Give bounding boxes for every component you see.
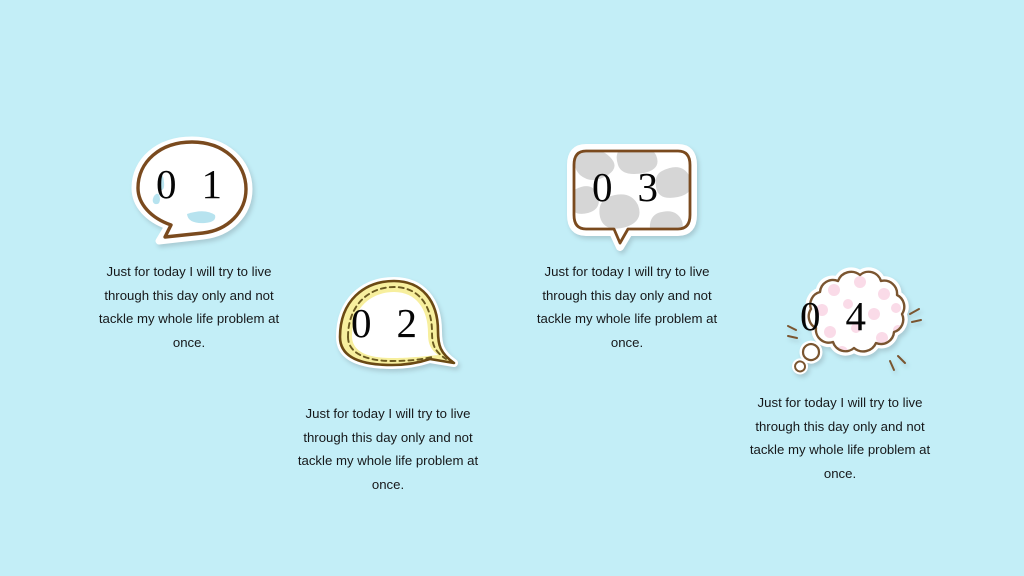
item-caption-02: Just for today I will try to live throug… <box>297 406 479 492</box>
speech-bubble-02[interactable] <box>326 273 464 373</box>
item-number-04: 0 4 <box>800 293 874 339</box>
item-number-02: 0 2 <box>351 300 425 346</box>
dome-speech-bubble-icon <box>336 277 458 369</box>
item-caption-04: Just for today I will try to live throug… <box>749 395 931 481</box>
rounded-rect-speech-bubble-icon <box>567 144 697 251</box>
item-caption-01: Just for today I will try to live throug… <box>98 264 280 350</box>
speech-bubble-03[interactable] <box>566 141 700 251</box>
item-number-03: 0 3 <box>592 164 666 210</box>
item-caption-03: Just for today I will try to live throug… <box>536 264 718 350</box>
scalloped-thought-cloud-icon <box>787 267 922 375</box>
round-speech-bubble-icon <box>131 136 253 245</box>
item-number-01: 0 1 <box>156 161 230 207</box>
thought-bubble-04[interactable] <box>786 264 922 376</box>
speech-bubble-01[interactable] <box>129 136 255 245</box>
